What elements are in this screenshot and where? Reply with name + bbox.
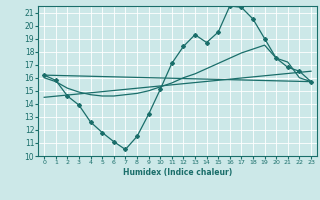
X-axis label: Humidex (Indice chaleur): Humidex (Indice chaleur) [123, 168, 232, 177]
